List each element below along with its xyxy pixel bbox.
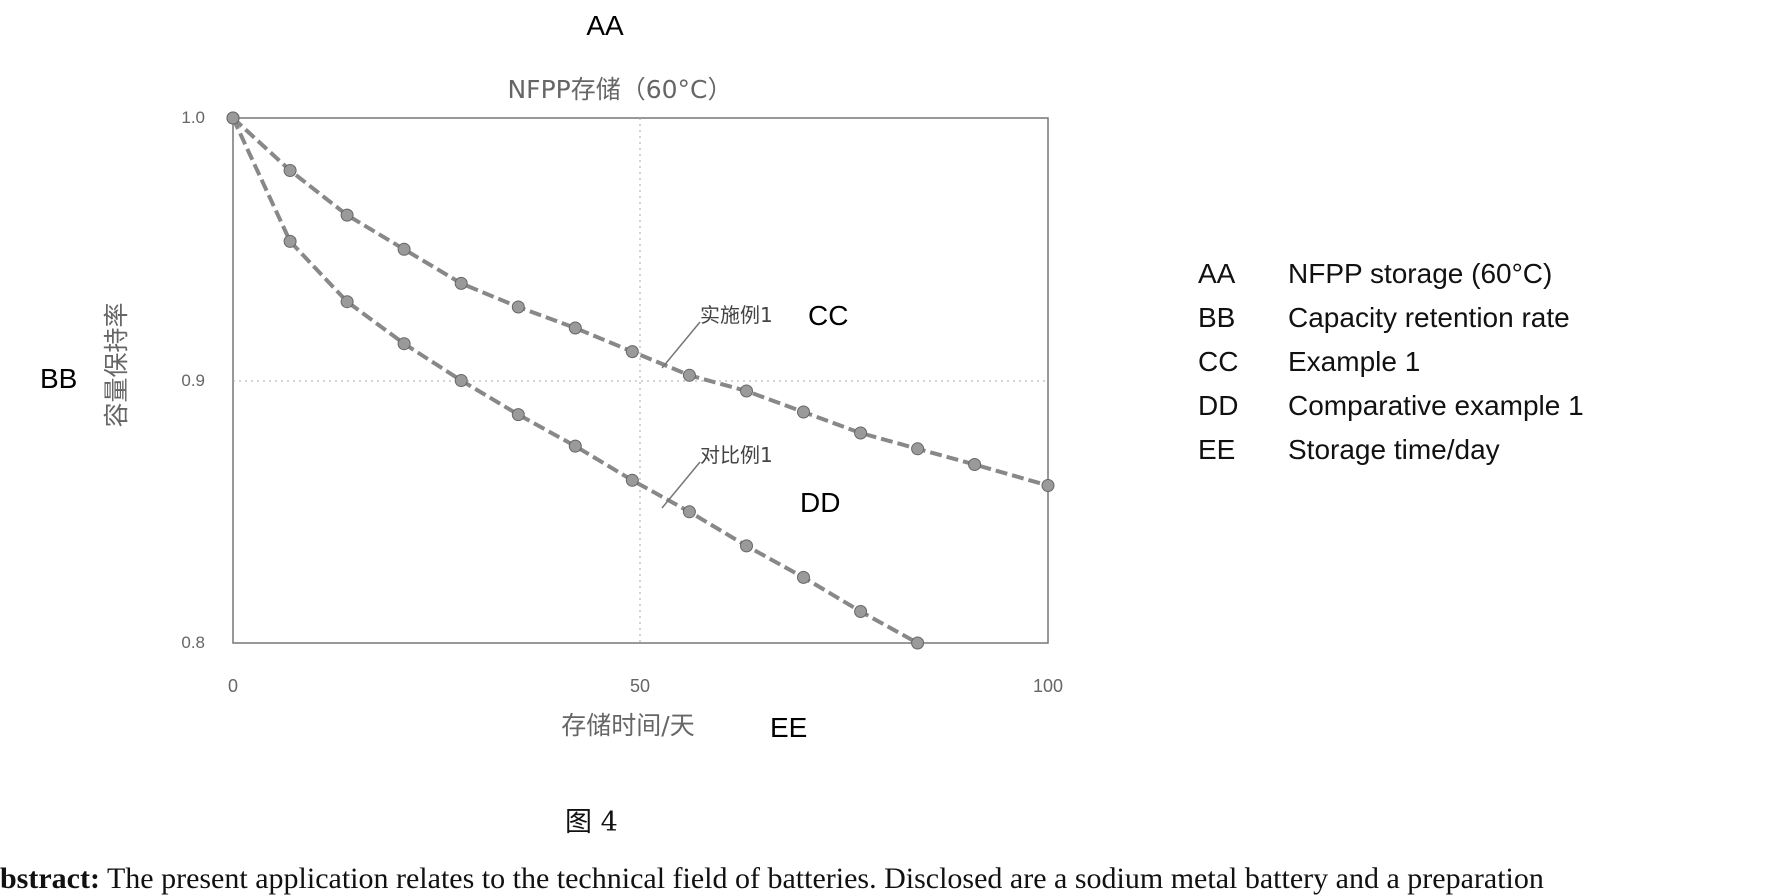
annotation-series-2-code: DD xyxy=(800,487,840,518)
series-2-point xyxy=(682,505,696,519)
legend-text: Example 1 xyxy=(1288,346,1421,377)
abstract-text: The present application relates to the t… xyxy=(106,862,1544,895)
legend-item: BB Capacity retention rate xyxy=(1198,296,1584,340)
chart: AA NFPP存储（60°C） 容量保持率 BB 1.0 0.9 0.8 0 5… xyxy=(40,10,1063,743)
series-1-point xyxy=(511,300,525,314)
series-1-point xyxy=(340,208,354,222)
series-2-point xyxy=(226,111,240,125)
chart-title: NFPP存储（60°C） xyxy=(507,75,732,104)
series-2-point xyxy=(340,295,354,309)
chart-code-title: AA xyxy=(586,10,624,41)
series-2-point xyxy=(854,605,868,618)
legend-text: Capacity retention rate xyxy=(1288,302,1570,333)
legend-text: Storage time/day xyxy=(1288,434,1500,465)
legend-item: AA NFPP storage (60°C) xyxy=(1198,252,1584,296)
legend-code: EE xyxy=(1198,434,1236,465)
series-2-point xyxy=(397,337,411,351)
series-2-point xyxy=(740,539,753,553)
series-2-point xyxy=(625,473,639,487)
abstract: bstract: The present application relates… xyxy=(0,862,1544,896)
series-2-point xyxy=(911,636,925,650)
legend-item: DD Comparative example 1 xyxy=(1198,384,1584,428)
y-tick-label: 0.8 xyxy=(181,633,205,652)
y-tick-label: 0.9 xyxy=(181,371,205,390)
series-1-point xyxy=(397,242,411,256)
series-1-point xyxy=(682,368,696,382)
annotation-leader-series-1 xyxy=(661,321,701,369)
y-tick-label: 1.0 xyxy=(181,108,205,127)
y-axis-code: BB xyxy=(40,363,77,394)
legend: AA NFPP storage (60°C) BB Capacity reten… xyxy=(1198,252,1584,472)
annotation-leader-series-2 xyxy=(661,461,701,509)
series-2-point xyxy=(283,234,297,248)
series-1-point xyxy=(911,442,925,456)
series-2-point xyxy=(568,439,582,453)
series-2-point xyxy=(797,570,810,584)
annotation-series-2-name: 对比例1 xyxy=(700,443,773,467)
legend-text: NFPP storage (60°C) xyxy=(1288,258,1553,289)
y-axis-label: 容量保持率 xyxy=(102,302,131,427)
legend-text: Comparative example 1 xyxy=(1288,390,1584,421)
x-tick-label: 0 xyxy=(228,676,238,696)
series-1-point xyxy=(625,345,639,359)
x-tick-label: 50 xyxy=(630,676,650,696)
annotation-series-1-name: 实施例1 xyxy=(700,303,773,327)
x-axis-code: EE xyxy=(770,712,807,743)
series-1-point xyxy=(283,164,297,177)
figure-label: 图 4 xyxy=(565,807,618,838)
abstract-label: bstract: xyxy=(0,862,100,895)
series-1-point xyxy=(1041,479,1055,492)
legend-code: CC xyxy=(1198,346,1239,377)
series-1-point xyxy=(854,426,868,440)
series-2-point xyxy=(454,374,468,387)
series-1-point xyxy=(740,384,753,398)
series-1-point xyxy=(968,458,982,471)
x-axis-label: 存储时间/天 xyxy=(561,711,694,740)
legend-item: EE Storage time/day xyxy=(1198,428,1584,472)
series-1-point xyxy=(568,321,582,335)
series-2-point xyxy=(511,408,525,422)
legend-item: CC Example 1 xyxy=(1198,340,1584,384)
legend-code: DD xyxy=(1198,390,1239,421)
x-tick-label: 100 xyxy=(1033,676,1063,696)
legend-code: BB xyxy=(1198,302,1236,333)
series-1-point xyxy=(454,276,468,290)
annotation-series-1-code: CC xyxy=(808,300,848,331)
series-1-point xyxy=(797,405,810,419)
legend-code: AA xyxy=(1198,258,1236,289)
